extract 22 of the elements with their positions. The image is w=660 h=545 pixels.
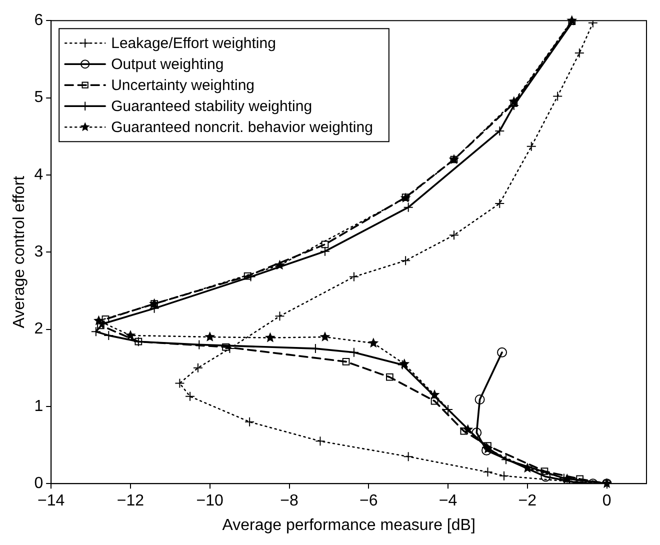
y-tick-label: 1 (34, 398, 44, 415)
x-tick-label: 0 (602, 492, 612, 510)
y-tick-label: 5 (34, 89, 44, 106)
legend-label: Output weighting (111, 56, 224, 74)
y-tick-label: 3 (34, 244, 44, 261)
legend-label: Guaranteed stability weighting (111, 98, 312, 116)
x-tick-label: −14 (38, 492, 65, 510)
x-tick-label: −12 (116, 492, 144, 510)
legend-label: Guaranteed noncrit. behavior weighting (111, 119, 373, 136)
x-tick-label: −2 (518, 492, 537, 510)
x-tick-label: −6 (360, 492, 378, 510)
x-tick-label: −10 (196, 492, 224, 510)
y-tick-label: 0 (34, 475, 44, 492)
y-tick-label: 2 (34, 320, 44, 338)
y-tick-label: 4 (34, 166, 44, 184)
y-axis-title: Average control effort (11, 175, 28, 328)
legend-label: Leakage/Effort weighting (111, 35, 276, 52)
x-tick-label: −4 (438, 492, 458, 510)
x-axis-title: Average performance measure [dB] (222, 516, 476, 534)
x-tick-label: −8 (280, 492, 298, 510)
legend-label: Uncertainty weighting (111, 77, 255, 94)
y-tick-label: 6 (34, 12, 44, 30)
